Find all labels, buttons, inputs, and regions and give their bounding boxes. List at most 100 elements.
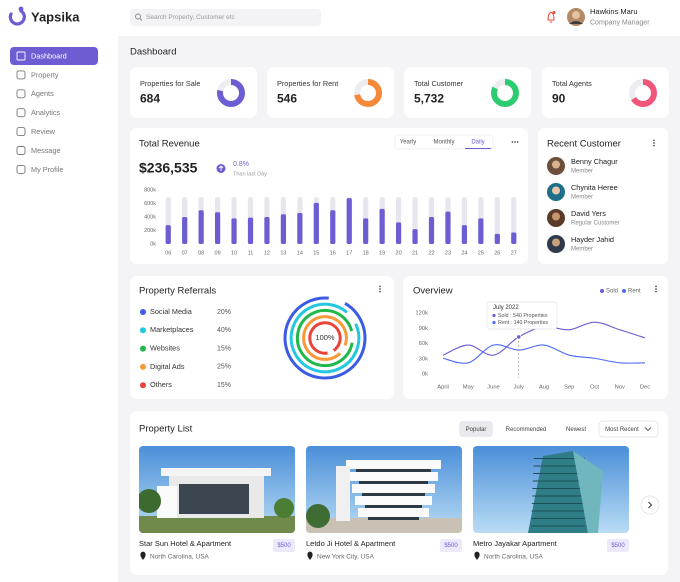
bar	[428, 217, 435, 244]
trend-arrow	[218, 165, 224, 171]
more-dot[interactable]	[655, 290, 657, 293]
logo-icon	[8, 9, 26, 26]
x-tick-label: July	[514, 385, 524, 391]
legend-dot	[140, 327, 146, 334]
menu-item[interactable]: Message	[31, 146, 61, 155]
filter-active-bg[interactable]	[459, 421, 493, 437]
bar	[445, 211, 451, 244]
chevron	[644, 427, 652, 432]
bar	[478, 218, 484, 244]
y-tick-label: 120k	[415, 311, 428, 317]
search-placeholder: Search Property, Customer etc	[146, 14, 235, 21]
property-price: $500	[611, 543, 625, 549]
location-icon	[307, 551, 313, 560]
filter[interactable]: Recommended	[506, 427, 547, 433]
referral-value: 20%	[217, 309, 231, 316]
more-dot[interactable]	[653, 139, 655, 142]
building-window	[356, 469, 431, 472]
building	[573, 451, 603, 533]
x-tick-label: 22	[428, 250, 434, 256]
more-dot[interactable]	[655, 288, 657, 290]
y-tick-label: 800k	[144, 187, 156, 193]
customer-avatar-face	[552, 160, 560, 169]
customer-name: Hayder Jahid	[571, 235, 614, 244]
tab[interactable]: Daily	[471, 140, 484, 146]
menu-item[interactable]: Analytics	[31, 108, 61, 117]
search-icon	[139, 18, 143, 21]
more-dot[interactable]	[511, 141, 514, 143]
customer-avatar-face	[552, 186, 560, 195]
next-button[interactable]	[640, 495, 660, 515]
y-tick-label: 600k	[144, 201, 156, 207]
x-tick-label: 12	[264, 250, 270, 256]
filter[interactable]: Newest	[566, 427, 586, 433]
menu-item[interactable]: My Profile	[31, 165, 63, 174]
card-title: Recent Customer	[547, 139, 621, 150]
x-tick-label: Aug	[539, 385, 549, 391]
sort-dropdown[interactable]	[598, 420, 659, 438]
tab[interactable]: Yearly	[400, 140, 416, 146]
menu-icon	[16, 89, 26, 99]
property-name[interactable]: Metro Jayakar Apartment	[473, 539, 558, 548]
x-tick-label: April	[437, 385, 449, 391]
menu-item[interactable]: Review	[31, 127, 56, 136]
property-image	[306, 446, 462, 533]
bar	[231, 218, 237, 244]
search-box[interactable]	[130, 9, 321, 26]
y-tick-label: 30k	[419, 356, 428, 362]
menu-item[interactable]: Agents	[31, 89, 54, 98]
menu-item[interactable]: Dashboard	[31, 51, 67, 60]
user-avatar-face	[572, 11, 580, 19]
x-tick-label: 20	[396, 250, 402, 256]
menu-active-bg[interactable]	[10, 47, 98, 65]
more-dot[interactable]	[379, 290, 381, 293]
bar	[247, 217, 254, 244]
tree	[306, 504, 330, 528]
building	[161, 468, 271, 476]
bell-icon[interactable]	[547, 11, 555, 23]
menu-item[interactable]: Property	[31, 70, 59, 79]
bar	[198, 210, 204, 244]
customer-role: Member	[571, 247, 593, 253]
referral-name: Others	[150, 380, 172, 389]
property-name[interactable]: Letdo Ji Hotel & Apartment	[306, 539, 396, 548]
customer-name: Chynita Heree	[571, 183, 618, 192]
x-tick-label: 14	[297, 250, 303, 256]
property-location: New York City, USA	[317, 554, 375, 561]
bar	[165, 225, 171, 244]
tab[interactable]: Monthly	[433, 140, 454, 146]
line-series	[442, 344, 646, 364]
customer-name: Benny Chagur	[571, 157, 618, 166]
more-dot[interactable]	[653, 142, 655, 144]
x-tick-label: 16	[330, 250, 336, 256]
more-dot[interactable]	[379, 288, 381, 290]
hover-point	[516, 334, 522, 340]
price-tag	[273, 539, 295, 552]
bar	[182, 217, 188, 244]
x-tick-label: 15	[313, 250, 319, 256]
bar	[313, 202, 319, 244]
more-dot[interactable]	[379, 285, 381, 288]
referral-ring	[289, 302, 361, 374]
y-tick-label: 400k	[144, 214, 156, 220]
x-tick-label: 17	[346, 250, 352, 256]
next-chevron	[648, 501, 653, 509]
customer-role: Regular Customer	[571, 221, 620, 227]
property-name[interactable]: Star Sun Hotel & Apartment	[139, 539, 232, 548]
y-tick-label: 200k	[144, 228, 156, 234]
referral-ring	[283, 296, 367, 380]
more-dot[interactable]	[514, 141, 516, 143]
y-tick-label: 0k	[422, 372, 428, 378]
x-tick-label: 07	[182, 250, 188, 256]
tooltip-title: July 2022	[493, 305, 519, 311]
more-dot[interactable]	[653, 144, 655, 147]
tooltip-dot	[492, 313, 496, 318]
price-tag	[607, 539, 629, 552]
referral-name: Social Media	[150, 307, 193, 316]
more-dot[interactable]	[516, 141, 519, 143]
filter[interactable]: Popular	[466, 427, 487, 433]
revenue-total: $236,535	[139, 160, 198, 176]
revenue-change: 0.8%	[233, 161, 249, 168]
more-dot[interactable]	[655, 285, 657, 288]
legend-label: Rent	[628, 289, 641, 295]
